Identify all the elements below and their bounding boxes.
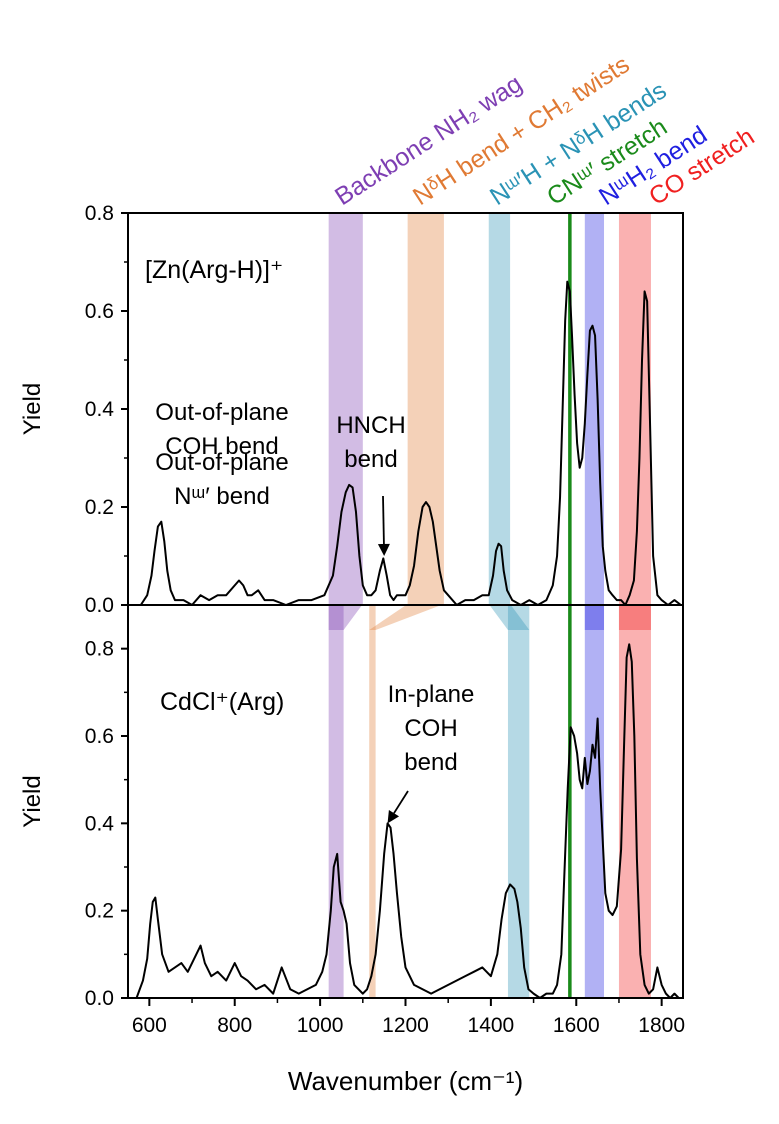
x-axis-label: Wavenumber (cm⁻¹) <box>288 1066 523 1096</box>
panel-title: CdCl⁺(Arg) <box>160 688 284 716</box>
x-tick-label: 600 <box>132 1014 167 1037</box>
x-tick-label: 1800 <box>638 1014 685 1037</box>
band-connectors <box>128 604 683 630</box>
band-backbone <box>328 213 363 605</box>
x-tick-label: 1600 <box>553 1014 600 1037</box>
y-tick-label: 0.6 <box>85 300 114 323</box>
annotation-text: COH <box>404 715 457 742</box>
y-axis-label: Yield <box>19 775 46 827</box>
y-axis-label: Yield <box>19 383 46 435</box>
x-tick-label: 1000 <box>297 1014 344 1037</box>
panel-cdcl-arg: 0.0 0.2 0.4 0.6 0.8 Yield CdCl⁺(Arg) Out-of-pla… <box>19 399 684 1010</box>
panel-title: [Zn(Arg-H)]⁺ <box>145 256 283 284</box>
band-connector-nwh <box>488 604 530 630</box>
band-nwh <box>488 213 511 605</box>
band-connector-ndh <box>369 604 444 630</box>
spectrum-line <box>139 280 682 606</box>
y-tick-label: 0.4 <box>85 398 115 421</box>
annotation-text: Out-of-plane <box>155 399 288 426</box>
band-connector-nwh2 <box>584 604 605 630</box>
panel-zn-arg-h: 0.0 0.2 0.4 0.6 0.8 Yield [Zn(Arg-H)]⁺ Out-of-p… <box>19 202 684 617</box>
x-tick-label: 800 <box>217 1014 252 1037</box>
y-tick-label: 0.6 <box>85 725 114 748</box>
annotation-text: In-plane <box>388 681 475 708</box>
annotation-text: Out-of-plane <box>155 449 288 476</box>
y-tick-label: 0.2 <box>85 900 114 923</box>
band-co <box>618 213 651 605</box>
y-tick-label: 0.0 <box>85 594 114 617</box>
annotation-text: COH bend <box>165 433 278 460</box>
band-connector-backbone <box>328 604 363 630</box>
annotation-text: HNCH <box>336 412 405 439</box>
x-tick-label: 1400 <box>468 1014 515 1037</box>
spectrum-line <box>135 643 680 999</box>
band-ndh <box>369 605 376 998</box>
shared-x-axis: 600 800 1000 1200 1400 1600 1800 Wavenumber (cm… <box>132 998 685 1096</box>
annotation-arrowhead <box>377 543 390 556</box>
annotation-arrow <box>393 790 409 814</box>
y-tick-label: 0.4 <box>85 812 115 835</box>
annotation-text: Nᵚ′ bend <box>174 483 270 510</box>
band-backbone <box>328 605 344 998</box>
band-nwh2 <box>584 213 605 605</box>
annotation-text: bend <box>404 749 457 776</box>
x-tick-label: 1200 <box>382 1014 429 1037</box>
y-tick-label: 0.8 <box>85 202 114 225</box>
annotation-arrowhead <box>387 809 400 824</box>
y-tick-label: 0.0 <box>85 987 114 1010</box>
y-tick-label: 0.2 <box>85 496 114 519</box>
band-nwh2 <box>584 605 605 998</box>
y-tick-label: 0.8 <box>85 638 114 661</box>
annotation-text: bend <box>344 446 397 473</box>
band-nwh <box>507 605 530 998</box>
annotation-arrow <box>382 495 385 545</box>
band-connector-co <box>618 604 651 630</box>
band-ndh <box>407 213 444 605</box>
